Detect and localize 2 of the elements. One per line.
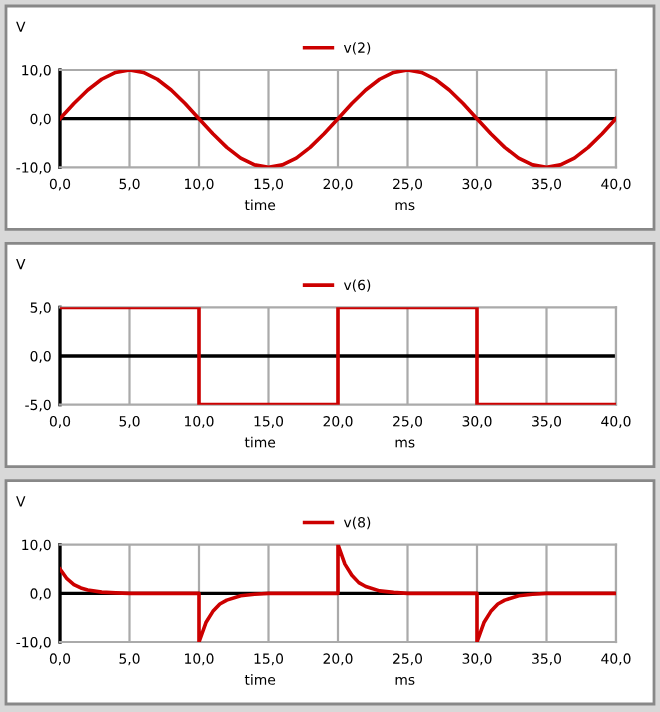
line-series	[60, 70, 616, 168]
line-series	[60, 544, 616, 642]
